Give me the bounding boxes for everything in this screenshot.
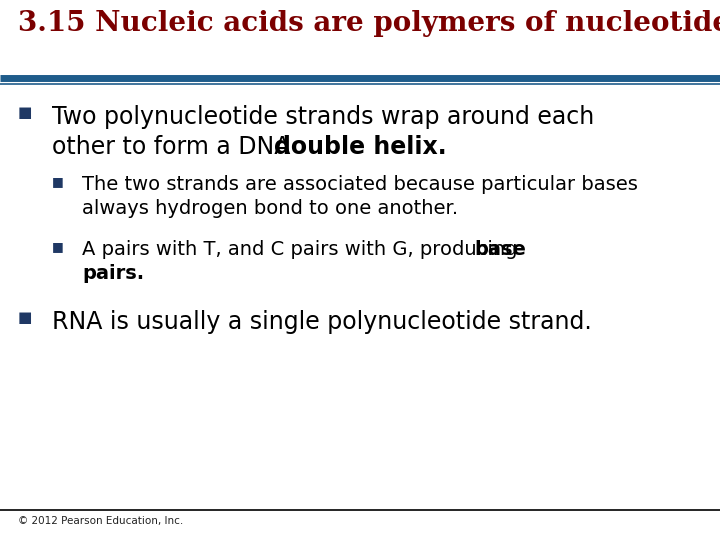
Text: RNA is usually a single polynucleotide strand.: RNA is usually a single polynucleotide s…	[52, 310, 592, 334]
Text: base: base	[474, 240, 526, 259]
Text: A pairs with T, and C pairs with G, producing: A pairs with T, and C pairs with G, prod…	[82, 240, 523, 259]
Text: other to form a DNA: other to form a DNA	[52, 135, 298, 159]
Text: Two polynucleotide strands wrap around each: Two polynucleotide strands wrap around e…	[52, 105, 594, 129]
Text: ■: ■	[18, 310, 32, 325]
Text: ■: ■	[52, 175, 64, 188]
Text: always hydrogen bond to one another.: always hydrogen bond to one another.	[82, 199, 458, 218]
Text: ■: ■	[18, 105, 32, 120]
Text: The two strands are associated because particular bases: The two strands are associated because p…	[82, 175, 638, 194]
Text: pairs.: pairs.	[82, 264, 144, 283]
Text: © 2012 Pearson Education, Inc.: © 2012 Pearson Education, Inc.	[18, 516, 184, 526]
Text: double helix.: double helix.	[274, 135, 446, 159]
Text: ■: ■	[52, 240, 64, 253]
Text: 3.15 Nucleic acids are polymers of nucleotides: 3.15 Nucleic acids are polymers of nucle…	[18, 10, 720, 37]
